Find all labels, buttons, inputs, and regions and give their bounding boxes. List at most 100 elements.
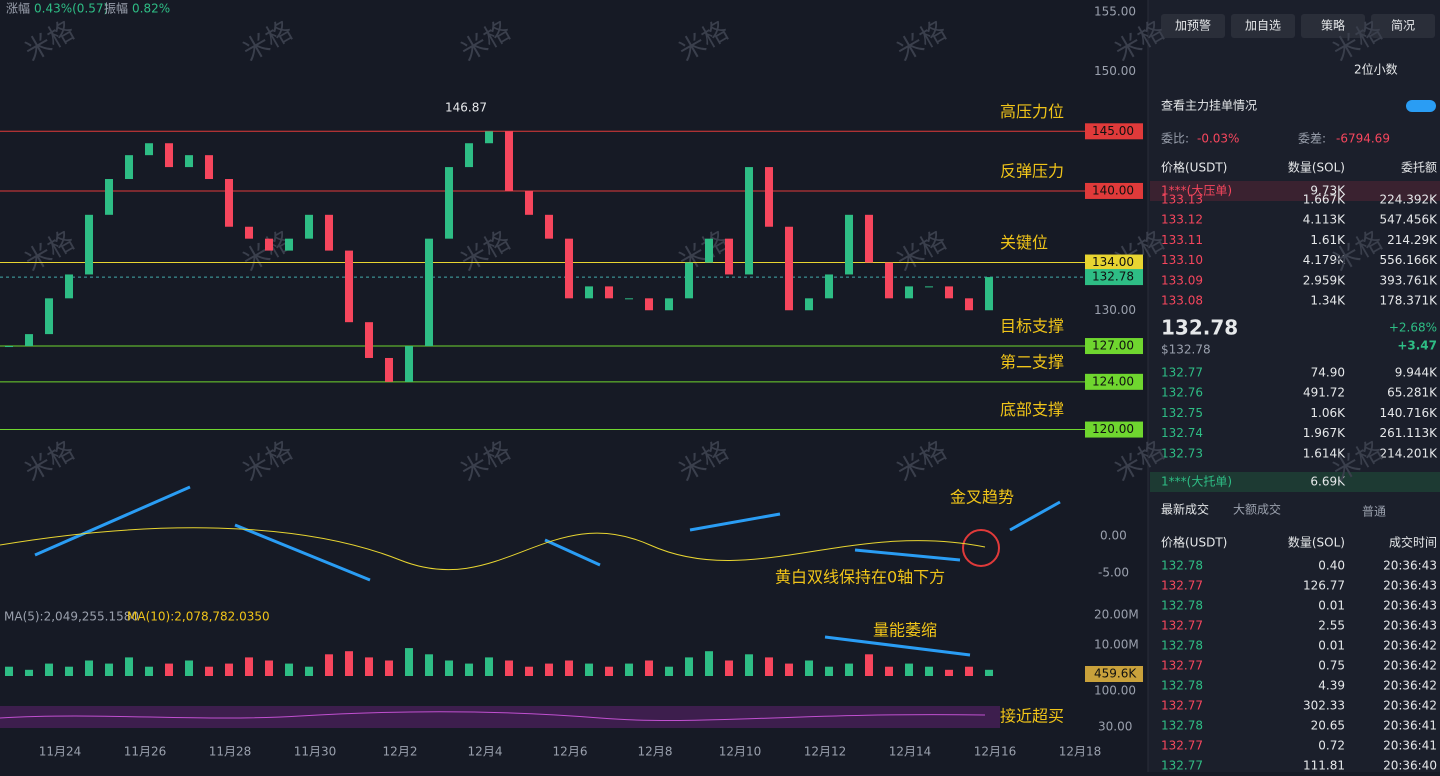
macd-line xyxy=(0,527,986,571)
price-tick: 150.00 xyxy=(1094,64,1136,78)
cell: 数量(SOL) xyxy=(1288,160,1345,175)
volume-bar xyxy=(665,666,673,676)
candle xyxy=(985,277,993,311)
level-label: 134.00 xyxy=(1092,255,1134,269)
cell: 132.78 xyxy=(1161,599,1203,613)
toggle[interactable] xyxy=(1406,100,1436,112)
cell: 1.34K xyxy=(1310,294,1346,308)
cell: 20:36:42 xyxy=(1383,659,1437,673)
volume-bar xyxy=(825,666,833,676)
cell: 132.77 xyxy=(1161,699,1203,713)
cell: 132.77 xyxy=(1161,579,1203,593)
ratio-label: 委比: xyxy=(1161,132,1189,146)
date: 12月8 xyxy=(638,745,673,759)
candle xyxy=(325,214,333,251)
volume-bar xyxy=(865,654,873,676)
cell: 393.761K xyxy=(1380,273,1439,287)
price-tick: 130.00 xyxy=(1094,303,1136,317)
cell: 133.10 xyxy=(1161,253,1203,267)
volume-bar xyxy=(25,669,33,676)
volume-bar xyxy=(225,663,233,676)
cell: 1.967K xyxy=(1303,426,1346,440)
candle xyxy=(285,238,293,251)
rsi-band xyxy=(0,706,1000,728)
axis-label: 0.00 xyxy=(1100,529,1127,543)
volume-bar xyxy=(185,660,193,676)
cell: 261.113K xyxy=(1380,426,1439,440)
candle xyxy=(805,298,813,311)
volume-bar xyxy=(925,666,933,676)
level-box xyxy=(1085,182,1143,199)
chart-bg xyxy=(0,0,1085,772)
candle xyxy=(225,179,233,227)
button-label: 策略 xyxy=(1321,18,1345,33)
level-label: 124.00 xyxy=(1092,374,1134,388)
candle xyxy=(25,334,33,347)
cell: 数量(SOL) xyxy=(1288,535,1345,550)
axis-label: 20.00M xyxy=(1094,608,1139,622)
volume-bar xyxy=(625,663,633,676)
volume-bar xyxy=(345,651,353,676)
tab[interactable]: 最新成交 xyxy=(1161,502,1209,517)
cell: 9.73K xyxy=(1310,184,1346,198)
cell: 1***(大托单) xyxy=(1161,475,1232,489)
cell: 133.11 xyxy=(1161,233,1203,247)
level-box xyxy=(1085,338,1143,355)
volume-bar xyxy=(45,663,53,676)
button[interactable] xyxy=(1161,14,1225,38)
cell: 20:36:43 xyxy=(1383,579,1437,593)
candle xyxy=(505,131,513,191)
high-mark: 146.87 xyxy=(445,101,487,115)
cell: 178.371K xyxy=(1380,294,1439,308)
candle xyxy=(785,226,793,311)
candle xyxy=(345,250,353,323)
amp-label: 振幅 xyxy=(104,1,128,16)
date: 11月28 xyxy=(209,745,252,759)
cell: 491.72 xyxy=(1303,386,1345,400)
axis-label: 100.00 xyxy=(1094,684,1136,698)
candle xyxy=(165,143,173,168)
volume-bar xyxy=(125,657,133,676)
cell: 0.01 xyxy=(1318,599,1345,613)
level-note: 反弹压力 xyxy=(1000,161,1064,180)
volume-bar xyxy=(105,663,113,676)
candle xyxy=(845,214,853,275)
cell: 132.75 xyxy=(1161,406,1203,420)
volume-bar xyxy=(165,663,173,676)
volume-bar xyxy=(465,663,473,676)
button[interactable] xyxy=(1371,14,1435,38)
cell: 20:36:43 xyxy=(1383,619,1437,633)
cell: 132.74 xyxy=(1161,426,1203,440)
cell: 132.78 xyxy=(1161,639,1203,653)
candle xyxy=(445,167,453,239)
level-label: 145.00 xyxy=(1092,124,1134,138)
date: 12月12 xyxy=(804,745,847,759)
main-orders: 查看主力挂单情况 xyxy=(1161,99,1257,113)
arrows xyxy=(34,485,1061,657)
cell: 547.456K xyxy=(1380,213,1439,227)
volume-bar xyxy=(965,666,973,676)
candle xyxy=(765,167,773,227)
volume-bar xyxy=(505,660,513,676)
candle xyxy=(685,262,693,299)
level-note: 底部支撑 xyxy=(1000,400,1064,419)
cell: 0.40 xyxy=(1318,559,1345,573)
date: 12月16 xyxy=(974,745,1017,759)
date: 12月10 xyxy=(719,745,762,759)
cell: 委托额 xyxy=(1401,161,1437,175)
cell: 1.667K xyxy=(1303,193,1346,207)
level-box xyxy=(1085,123,1143,140)
date: 11月24 xyxy=(39,745,82,759)
cell: 20.65 xyxy=(1311,719,1345,733)
candle xyxy=(725,238,733,275)
tab[interactable]: 大额成交 xyxy=(1233,502,1281,517)
button[interactable] xyxy=(1231,14,1295,38)
cell: 1.61K xyxy=(1310,233,1346,247)
volume-bar xyxy=(425,654,433,676)
candle xyxy=(405,346,413,382)
cell: 133.12 xyxy=(1161,213,1203,227)
volume-bar xyxy=(785,663,793,676)
volume-bar xyxy=(645,660,653,676)
button[interactable] xyxy=(1301,14,1365,38)
date: 12月2 xyxy=(383,745,418,759)
